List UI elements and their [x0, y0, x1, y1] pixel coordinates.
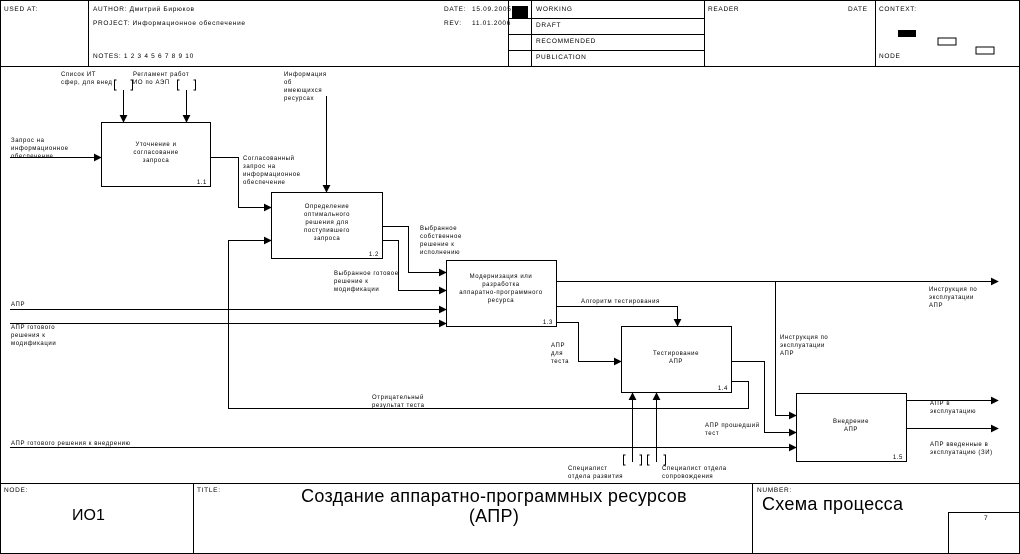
label-ctrl-reglament: Регламент работ ИО по АЭП [133, 72, 189, 86]
box-5-title: Внедрение АПР [833, 419, 869, 433]
footer-title-line2: (АПР) [469, 506, 519, 526]
label-apr-proshed: АПР прошедший тест [705, 422, 760, 437]
box-3[interactable] [446, 260, 557, 327]
box-4[interactable] [621, 326, 732, 393]
label-mech-spec2: Специалист отдела сопровождения [662, 466, 727, 480]
footer-node-label: NODE: [4, 487, 28, 494]
box-2-number: 1.2 [369, 252, 379, 258]
label-apr-vveden: АПР введенные в эксплуатацию (ЗИ) [930, 442, 993, 456]
box-4-title: Тестирование АПР [653, 351, 699, 365]
label-instr-expl2: Инструкция по эксплуатации АПР [780, 335, 828, 357]
date-label: DATE: [444, 6, 466, 13]
box-1-title: Уточнение и согласование запроса [133, 142, 178, 164]
arrow-apr-proshed[interactable] [732, 361, 797, 437]
arrow-algoritm[interactable] [557, 306, 682, 327]
arrow-soglas[interactable] [211, 157, 272, 212]
footer-number-value: Схема процесса [762, 494, 904, 514]
box-1[interactable] [101, 122, 211, 187]
status-recommended: RECOMMENDED [536, 38, 596, 45]
project-text: PROJECT: Информационное обеспечение [93, 19, 246, 27]
arrow-otr-rezultat[interactable] [228, 236, 749, 409]
footer-frame [0, 483, 1020, 554]
label-apr-test: АПР для теста [551, 343, 569, 365]
label-ctrl-info: Информация об имеющихся ресурсах [284, 72, 327, 102]
box-1-number: 1.1 [197, 180, 207, 186]
node-ref-label: NODE [879, 53, 901, 60]
reader-label: READER [708, 6, 739, 13]
used-at-label: USED AT: [4, 6, 38, 13]
arrow-vybrannoe[interactable] [383, 226, 447, 277]
status-working-marker [512, 6, 528, 18]
label-in-apr-gotovoe: АПР готового решения к модификации [11, 325, 56, 347]
label-ctrl-spisok: Список ИТ сфер, для внед [61, 72, 112, 86]
label-in-zapros: Запрос на информационное обеспечение [11, 138, 69, 160]
label-soglas: Согласованный запрос на информационное обес… [243, 155, 301, 186]
label-in-apr: АПР [11, 302, 25, 308]
label-in-apr-gotovoe2: АПР готового решения к внедрению [11, 441, 131, 447]
label-algoritm: Алгоритм тестирования [581, 299, 660, 305]
box-5[interactable] [796, 393, 907, 462]
status-draft: DRAFT [536, 22, 561, 29]
context-label: CONTEXT: [879, 6, 917, 13]
reader-date-label: DATE [848, 6, 868, 13]
label-vybr-gotovoe: Выбранное готовое решение к модификации [334, 271, 399, 293]
box-2-title: Определение оптимального решения для поступ… [304, 204, 350, 242]
status-publication: PUBLICATION [536, 54, 587, 61]
arrow-vybr-gotovoe[interactable] [383, 240, 447, 295]
label-vybrannoe: Выбранное собственное решение к исполнению [420, 226, 462, 256]
box-3-number: 1.3 [543, 320, 553, 326]
footer-page: 7 [984, 515, 988, 522]
arrow-apr-test[interactable] [557, 322, 622, 366]
rev-label: REV: [444, 20, 462, 27]
tunnel-brackets [114, 79, 666, 466]
label-mech-spec1: Специалист отдела развития [568, 466, 623, 480]
footer-title-line1: Создание аппаратно-программных ресурсов [301, 486, 687, 506]
label-otr-rezultat: Отрицательный результат теста [372, 394, 425, 409]
box-3-title: Модернизация или разработка аппаратно-прог… [459, 274, 542, 304]
author-text: AUTHOR: Дмитрий Бирюков [93, 5, 195, 13]
arrow-instr-expl-to-box5[interactable] [775, 282, 797, 420]
status-working: WORKING [536, 6, 573, 13]
label-apr-v-expl: АПР в эксплуатацию [930, 401, 976, 415]
box-2[interactable] [271, 192, 383, 259]
footer-title-label: TITLE: [197, 487, 221, 494]
context-box-icon [898, 30, 916, 37]
date-value: 15.09.2005 [472, 6, 512, 13]
context-box-icon [975, 46, 995, 55]
label-instr-expl: Инструкция по эксплуатации АПР [929, 287, 977, 309]
footer-number-label: NUMBER: [757, 487, 792, 494]
rev-value: 11.01.2006 [472, 20, 511, 27]
box-5-number: 1.5 [893, 455, 903, 461]
box-4-number: 1.4 [718, 386, 728, 392]
context-box-icon [937, 37, 957, 46]
notes-text: NOTES: 1 2 3 4 5 6 7 8 9 10 [93, 53, 194, 60]
footer-node-value: ИО1 [72, 507, 105, 524]
